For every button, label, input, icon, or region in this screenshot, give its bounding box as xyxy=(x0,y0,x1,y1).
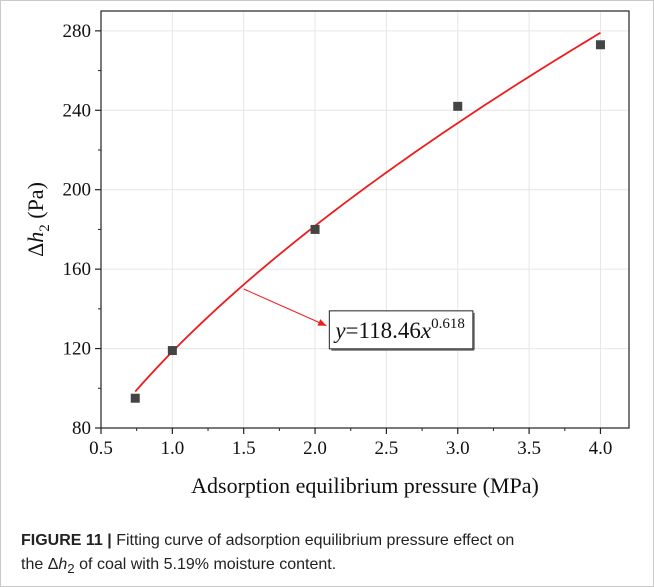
y-tick-label: 80 xyxy=(72,418,91,439)
x-tick-label: 4.0 xyxy=(589,438,613,459)
plot-area-border xyxy=(100,10,630,429)
caption-var: h xyxy=(58,556,68,573)
equation-annotation: y=118.46x0.618 xyxy=(243,288,475,351)
y-axis-title-delta: Δ xyxy=(23,243,48,257)
y-axis-title: Δh2 (Pa) xyxy=(23,182,53,257)
axis-ticks: 0.5 1.0 1.5 2.0 2.5 3.0 3.5 4.0 80 120 160 200 240 28… xyxy=(63,21,613,459)
fit-curve xyxy=(134,32,601,393)
x-tick-label: 2.5 xyxy=(375,438,399,459)
x-tick-label: 1.0 xyxy=(160,438,184,459)
fit-layer xyxy=(134,32,601,393)
equation-coefficient: =118.46 xyxy=(346,318,421,343)
y-axis-title-unit: (Pa) xyxy=(23,182,48,224)
data-points xyxy=(130,40,605,403)
x-tick-label: 3.0 xyxy=(446,438,470,459)
y-tick-label: 160 xyxy=(63,259,92,280)
data-point xyxy=(310,224,320,234)
caption-text-2b: of coal with 5.19% moisture content. xyxy=(74,556,337,573)
annotation-arrow-head xyxy=(317,319,327,326)
equation-box xyxy=(328,310,474,350)
caption-sub: 2 xyxy=(67,561,75,577)
equation-exponent: 0.618 xyxy=(431,316,465,332)
y-tick-label: 280 xyxy=(63,21,92,42)
data-point xyxy=(130,393,140,403)
x-axis-title: Adsorption equilibrium pressure (MPa) xyxy=(191,473,539,498)
y-axis-title-var: h xyxy=(23,232,48,243)
data-point xyxy=(453,101,463,111)
grid xyxy=(100,11,629,429)
y-tick-label: 200 xyxy=(63,180,92,201)
x-tick-label: 3.5 xyxy=(517,438,541,459)
caption-text-1: Fitting curve of adsorption equilibrium … xyxy=(116,532,515,549)
data-point xyxy=(595,40,605,50)
x-tick-label: 1.5 xyxy=(232,438,256,459)
x-tick-label: 2.0 xyxy=(303,438,327,459)
y-tick-label: 240 xyxy=(63,100,92,121)
caption-text-2a: the xyxy=(21,556,48,573)
equation-x: x xyxy=(420,318,432,343)
chart: 0.5 1.0 1.5 2.0 2.5 3.0 3.5 4.0 80 120 160 200 240 28… xyxy=(23,10,630,498)
caption-delta: Δ xyxy=(47,556,59,573)
figure-caption: FIGURE 11 | Fitting curve of adsorption … xyxy=(21,529,641,581)
equation-y: y xyxy=(333,318,346,343)
data-point xyxy=(167,346,177,356)
caption-label: FIGURE 11 | xyxy=(21,532,112,549)
annotation-arrow-line xyxy=(243,288,327,327)
y-tick-label: 120 xyxy=(63,339,92,360)
x-tick-label: 0.5 xyxy=(89,438,113,459)
equation-text: y=118.46x0.618 xyxy=(333,316,465,343)
y-axis-title-sub: 2 xyxy=(37,224,53,232)
